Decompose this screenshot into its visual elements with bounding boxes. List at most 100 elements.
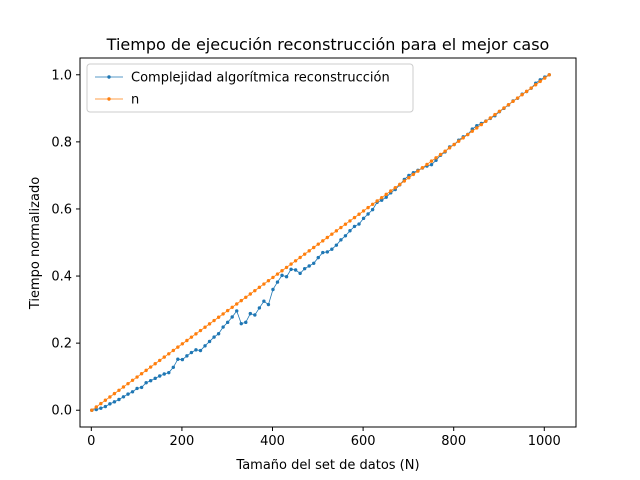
series-2-point <box>352 215 357 220</box>
series-2-point <box>384 192 388 197</box>
series-2-point <box>425 162 429 167</box>
y-tick-label: 1.0 <box>51 68 72 83</box>
series-2-point <box>99 401 103 406</box>
series-2-point <box>257 285 262 290</box>
series-1-point <box>298 271 302 276</box>
series-2-point <box>461 136 465 140</box>
series-2-point <box>475 126 479 130</box>
series-1-point <box>203 344 207 348</box>
series-2-point <box>158 358 162 363</box>
series-2-point <box>284 265 289 270</box>
series-2-point <box>216 315 221 319</box>
series-1-point <box>126 392 130 396</box>
series-2-point <box>139 372 144 376</box>
series-2-point <box>543 76 547 80</box>
series-2-point <box>212 318 216 323</box>
axes-frame <box>79 57 577 428</box>
y-tick-label: 0.0 <box>51 404 72 419</box>
series-1-point <box>176 357 180 361</box>
series-2-point <box>321 239 325 243</box>
series-2-point <box>484 119 488 123</box>
series-2-point <box>112 391 117 396</box>
series-1-point <box>239 321 243 326</box>
series-2-point <box>343 222 348 226</box>
legend-box <box>86 63 414 113</box>
y-axis-label: Tiempo normalizado <box>28 177 43 310</box>
series-1-point <box>361 216 366 221</box>
series-2-point <box>162 355 166 359</box>
x-axis: 0 200 400 600 800 1000 <box>87 427 561 449</box>
series-2-point <box>171 348 176 353</box>
series-2-point <box>262 282 266 286</box>
series-1-point <box>112 400 117 404</box>
series-2-point <box>416 169 420 173</box>
series-1-point <box>284 275 289 279</box>
series-2-point <box>515 96 520 100</box>
series-2-point <box>325 235 330 240</box>
chart-title: Tiempo de ejecución reconstrucción para … <box>106 35 550 54</box>
series-2-point <box>235 302 239 306</box>
series-2-point <box>520 93 524 97</box>
series-2-point <box>411 172 416 177</box>
series-2-point <box>248 292 253 296</box>
series-1-point <box>221 325 225 329</box>
x-tick-label: 200 <box>170 434 195 449</box>
series-2-point <box>307 249 311 253</box>
series-2-point <box>121 385 126 389</box>
series-1-point <box>352 224 357 229</box>
series-2-point <box>493 112 497 117</box>
series-1-point <box>185 354 189 358</box>
series-2-point <box>502 106 506 110</box>
legend: Complejidad algorítmica reconstrucción n <box>86 63 414 113</box>
series-1-point <box>289 267 293 272</box>
series-1-point <box>212 335 216 339</box>
series-1-point <box>429 162 434 167</box>
series-2-point <box>497 109 502 114</box>
series-1-point <box>230 315 234 319</box>
series-1-point <box>262 299 266 303</box>
series-2-point <box>221 312 225 316</box>
series-1-point <box>121 395 126 399</box>
series-2-point <box>153 362 157 366</box>
series-2-point <box>239 298 243 303</box>
series-2-point <box>434 156 438 160</box>
y-tick-label: 0.8 <box>51 135 72 150</box>
series-2-point <box>103 398 108 402</box>
series-2-point <box>524 89 529 94</box>
series-1-point <box>280 273 284 278</box>
series-1-point <box>216 332 221 336</box>
series-2-point <box>389 189 393 193</box>
series-1-point <box>225 320 230 325</box>
series-1-point <box>370 207 375 212</box>
series-2-point <box>280 269 284 273</box>
series-1-point <box>198 348 203 353</box>
series-2-point <box>456 139 461 143</box>
y-tick-label: 0.6 <box>51 202 72 217</box>
series-1-point <box>162 372 166 376</box>
series-2-point <box>452 142 456 147</box>
series-2-point <box>167 352 171 356</box>
series-2-point <box>135 375 139 379</box>
x-tick-label: 600 <box>351 434 376 449</box>
series-2-point <box>334 229 339 233</box>
series-1-point <box>275 280 280 284</box>
y-tick-label: 0.2 <box>51 337 72 352</box>
series-2-point <box>357 212 361 216</box>
legend-label: n <box>131 93 139 108</box>
series-1-point <box>325 250 330 254</box>
series-1-point <box>357 222 361 226</box>
series-2-point <box>529 86 533 90</box>
series-1-point <box>348 229 352 233</box>
series-2-point <box>511 99 515 104</box>
series-1-point <box>207 339 212 344</box>
series-2-point <box>289 262 293 266</box>
series-1-point <box>235 309 239 313</box>
series-2-point <box>108 395 112 399</box>
series-2-point <box>207 322 212 326</box>
series-2-point <box>148 365 153 369</box>
series-1-point <box>130 390 135 394</box>
series-2-point <box>506 102 511 107</box>
series-2-point <box>316 242 320 246</box>
series-2-point <box>275 272 280 276</box>
x-tick-label: 400 <box>260 434 285 449</box>
